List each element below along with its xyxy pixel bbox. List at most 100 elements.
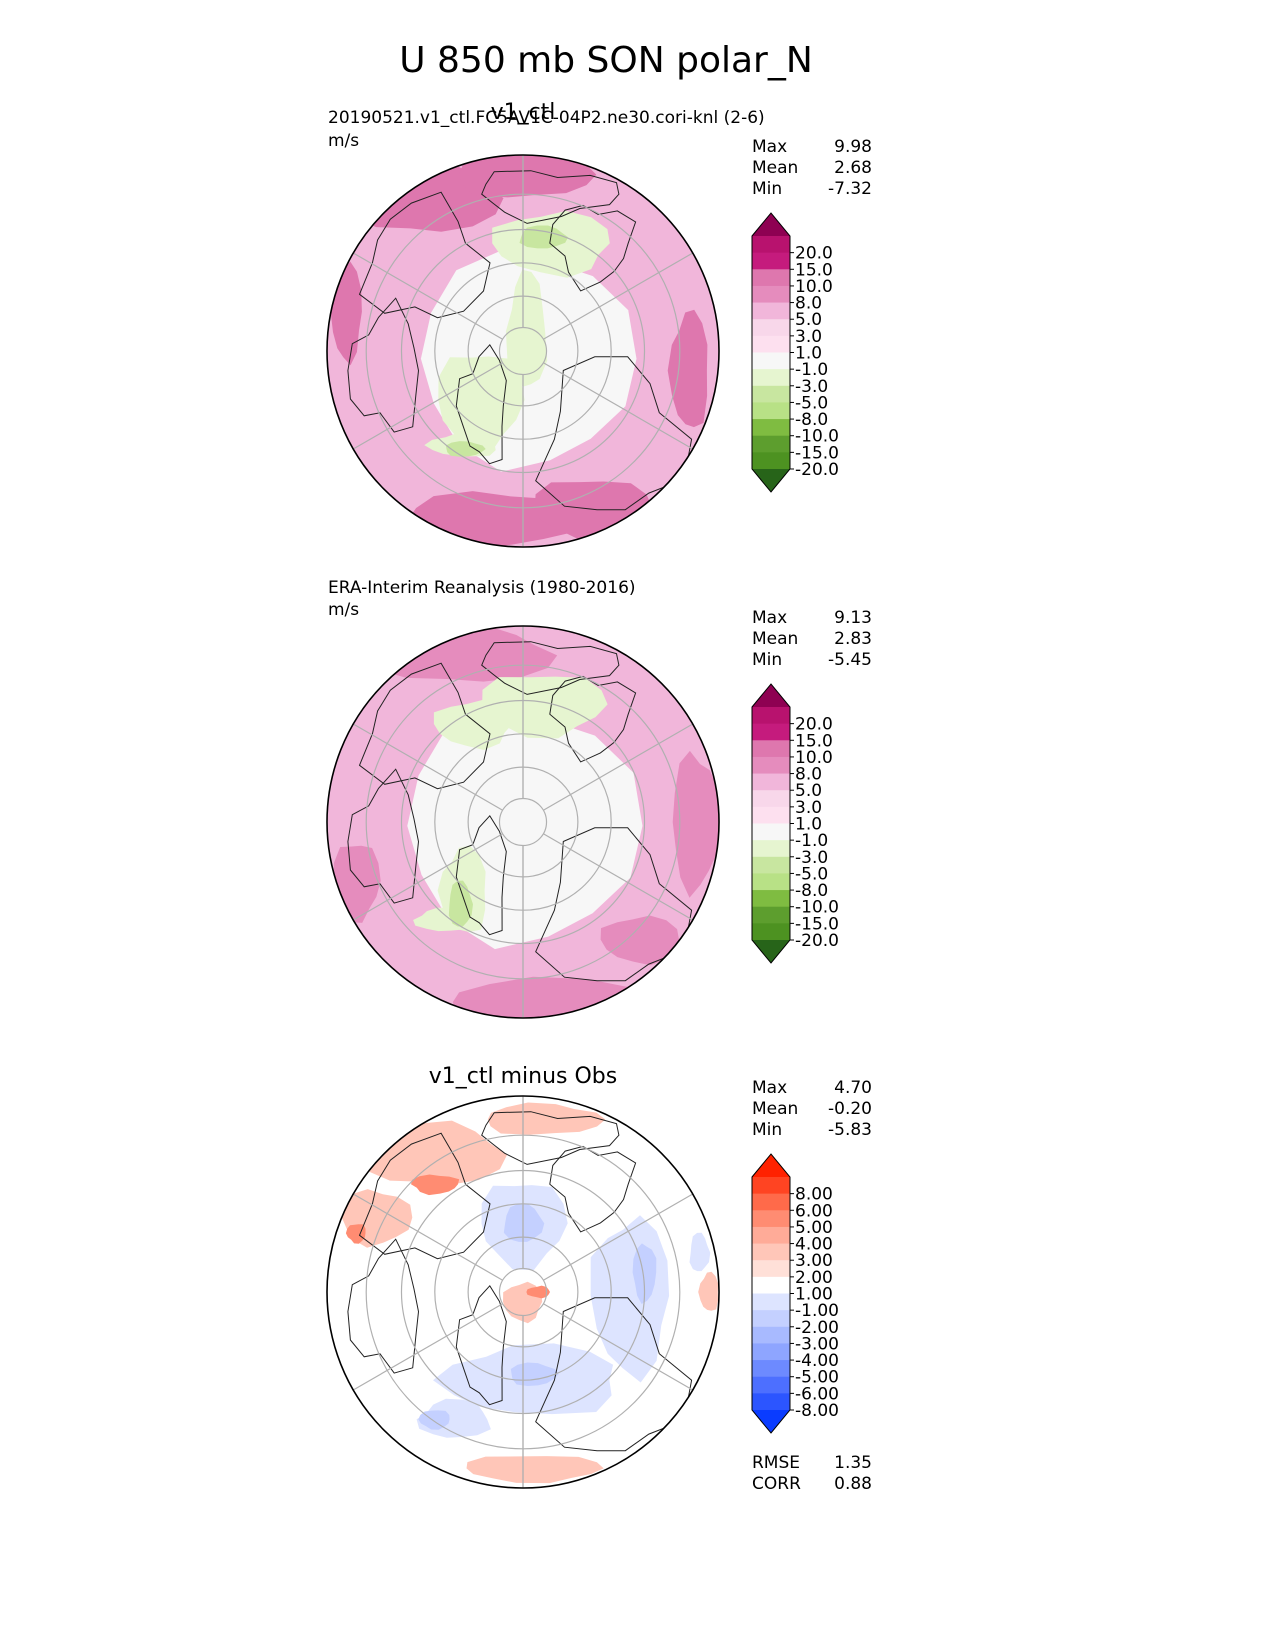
- colorbar-segment: [752, 319, 790, 337]
- colorbar-tick-label: 15.0: [795, 260, 833, 280]
- colorbar-extend-max: [752, 1154, 790, 1177]
- stat-mean-row: Mean 2.83: [752, 629, 872, 649]
- colorbar-segment: [752, 352, 790, 370]
- field-negative-region: [433, 699, 513, 750]
- colorbar-segment: [752, 335, 790, 353]
- meridian-line: [543, 723, 694, 811]
- colorbar-tick-label: -8.0: [795, 881, 828, 901]
- field-high-region: [330, 261, 362, 366]
- colorbar-tick-label: -1.0: [795, 360, 828, 380]
- colorbar-tick-label: -3.0: [795, 848, 828, 868]
- field-high-region: [667, 309, 708, 428]
- field-negative-core: [503, 1203, 545, 1242]
- colorbar-tick-label: 6.00: [795, 1201, 833, 1221]
- colorbar-tick-label: -15.0: [795, 914, 839, 934]
- colorbar-tick-label: -20.0: [795, 460, 839, 480]
- stat-mean-row: Mean 2.68: [752, 158, 872, 178]
- colorbar-extend-min: [752, 1410, 790, 1433]
- panel-3-metrics: RMSE 1.35 CORR 0.88: [752, 1453, 872, 1495]
- stat-max-row: Max 4.70: [752, 1078, 872, 1098]
- panel-1-stats: Max 9.98 Mean 2.68 Min -7.32: [752, 137, 872, 200]
- colorbar-segment: [752, 1293, 790, 1311]
- field-positive-core: [411, 1174, 460, 1196]
- metric-rmse-row: RMSE 1.35: [752, 1453, 872, 1473]
- meridian-line: [543, 1303, 694, 1391]
- colorbar-tick-label: -3.00: [795, 1334, 839, 1354]
- colorbar-tick-label: 5.0: [795, 310, 822, 330]
- meridian-line: [352, 1303, 503, 1391]
- colorbar-tick-label: -6.00: [795, 1384, 839, 1404]
- field-high-region: [459, 155, 597, 198]
- field-negative-region: [482, 676, 608, 739]
- colorbar-segment: [752, 906, 790, 924]
- graticule: [352, 155, 694, 547]
- colorbar-segment: [752, 269, 790, 287]
- stat-min-value: -5.45: [828, 650, 872, 670]
- field-negative-region: [438, 356, 525, 454]
- colorbar-segment: [752, 740, 790, 758]
- colorbar-tick-label: 15.0: [795, 731, 833, 751]
- map-boundary: [326, 625, 720, 1019]
- graticule: [352, 626, 694, 1018]
- panel-3-title: v1_ctl minus Obs: [428, 1064, 618, 1089]
- coastline: [455, 1284, 507, 1406]
- field-negative-core: [632, 1243, 657, 1304]
- colorbar-tick-label: 5.00: [795, 1218, 833, 1238]
- colorbar-tick-label: 20.0: [795, 244, 833, 264]
- stat-max-value: 9.98: [834, 137, 872, 157]
- field-layer: [327, 626, 719, 1018]
- colorbar-segment: [752, 890, 790, 908]
- colorbar-segment: [752, 1343, 790, 1361]
- colorbar-segment: [752, 435, 790, 453]
- colorbar-segment: [752, 823, 790, 841]
- colorbar-tick-label: 3.0: [795, 798, 822, 818]
- colorbar-segment: [752, 873, 790, 891]
- field-negative-core: [519, 225, 569, 249]
- colorbar-tick-label: -5.00: [795, 1368, 839, 1388]
- stat-mean-row: Mean -0.20: [752, 1099, 872, 1119]
- meridian-line: [543, 252, 694, 340]
- colorbar-segment: [752, 1276, 790, 1294]
- colorbar-tick-label: -8.00: [795, 1401, 839, 1421]
- colorbar-extend-min: [752, 469, 790, 492]
- panel-2-map: [326, 625, 720, 1019]
- field-high-region: [487, 1102, 606, 1135]
- panel-1-title: v1_ctl: [490, 100, 556, 125]
- colorbar-segment: [752, 236, 790, 254]
- coastline: [358, 191, 491, 319]
- colorbar-tick-label: 3.0: [795, 327, 822, 347]
- panel-1-units: m/s: [328, 131, 360, 151]
- colorbar-segment: [752, 369, 790, 387]
- colorbar-tick-label: 5.0: [795, 781, 822, 801]
- colorbar-tick-label: -1.00: [795, 1301, 839, 1321]
- stat-mean-value: 2.83: [834, 629, 872, 649]
- colorbar-tick-label: -1.0: [795, 831, 828, 851]
- panel-3-map: [326, 1095, 720, 1489]
- stat-max-value: 9.13: [834, 608, 872, 628]
- colorbar-tick-label: -4.00: [795, 1351, 839, 1371]
- coastline: [455, 814, 507, 936]
- map-boundary: [326, 154, 720, 548]
- field-high-region: [672, 750, 719, 898]
- colorbar-tick-label: 8.0: [795, 294, 822, 314]
- colorbar-tick-label: 10.0: [795, 748, 833, 768]
- colorbar-tick-label: -15.0: [795, 443, 839, 463]
- colorbar-segment: [752, 1210, 790, 1228]
- coastline: [549, 204, 637, 292]
- colorbar-tick-label: -8.0: [795, 410, 828, 430]
- metric-rmse-value: 1.35: [834, 1453, 872, 1473]
- map-boundary: [326, 1095, 720, 1489]
- panel-1-map: [326, 154, 720, 548]
- colorbar-segment: [752, 1310, 790, 1328]
- colorbar-segment: [752, 806, 790, 824]
- meridian-line: [543, 833, 694, 921]
- colorbar-tick-label: 1.0: [795, 815, 822, 835]
- colorbar-tick-label: 8.00: [795, 1185, 833, 1205]
- colorbar-tick-label: 1.0: [795, 344, 822, 364]
- coastline: [481, 1111, 620, 1165]
- coastline: [549, 1145, 637, 1233]
- meridian-line: [352, 723, 503, 811]
- meridian-line: [352, 362, 503, 450]
- coastline: [347, 297, 420, 433]
- colorbar-tick-label: 20.0: [795, 715, 833, 735]
